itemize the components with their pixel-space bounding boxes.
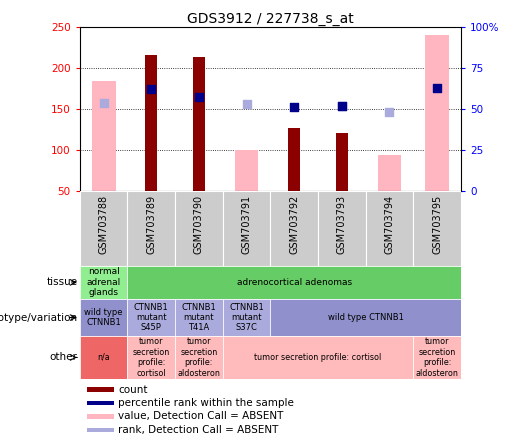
Bar: [88, 428, 114, 432]
Bar: [193, 57, 205, 191]
Point: [243, 100, 251, 107]
Text: wild type CTNNB1: wild type CTNNB1: [328, 313, 404, 322]
Bar: [270, 299, 461, 337]
Bar: [175, 299, 222, 337]
Text: GSM703791: GSM703791: [242, 194, 251, 254]
Text: GSM703789: GSM703789: [146, 194, 156, 254]
Title: GDS3912 / 227738_s_at: GDS3912 / 227738_s_at: [187, 12, 354, 26]
Point: [290, 103, 298, 111]
Bar: [128, 299, 175, 337]
Text: tumor
secretion
profile:
aldosteron: tumor secretion profile: aldosteron: [178, 337, 220, 377]
Bar: [175, 191, 222, 266]
Text: wild type
CTNNB1: wild type CTNNB1: [84, 308, 123, 327]
Point: [433, 85, 441, 92]
Text: rank, Detection Call = ABSENT: rank, Detection Call = ABSENT: [118, 425, 278, 435]
Text: tumor secretion profile: cortisol: tumor secretion profile: cortisol: [254, 353, 382, 362]
Text: value, Detection Call = ABSENT: value, Detection Call = ABSENT: [118, 412, 283, 421]
Bar: [80, 266, 128, 299]
Bar: [128, 266, 461, 299]
Bar: [222, 299, 270, 337]
Bar: [235, 150, 259, 191]
Bar: [366, 191, 413, 266]
Bar: [88, 388, 114, 392]
Text: count: count: [118, 385, 147, 395]
Text: GSM703788: GSM703788: [99, 194, 109, 254]
Bar: [222, 337, 413, 379]
Bar: [222, 191, 270, 266]
Text: GSM703792: GSM703792: [289, 194, 299, 254]
Bar: [88, 401, 114, 405]
Bar: [270, 191, 318, 266]
Bar: [80, 191, 128, 266]
Text: normal
adrenal
glands: normal adrenal glands: [87, 267, 121, 297]
Text: GSM703794: GSM703794: [385, 194, 394, 254]
Bar: [413, 337, 461, 379]
Text: adrenocortical adenomas: adrenocortical adenomas: [236, 278, 352, 287]
Point: [195, 94, 203, 101]
Point: [338, 103, 346, 110]
Bar: [377, 155, 401, 191]
Point: [99, 99, 108, 107]
Text: GSM703795: GSM703795: [432, 194, 442, 254]
Text: CTNNB1
mutant
S45P: CTNNB1 mutant S45P: [134, 303, 168, 333]
Bar: [128, 337, 175, 379]
Bar: [80, 299, 128, 337]
Text: tumor
secretion
profile:
cortisol: tumor secretion profile: cortisol: [133, 337, 170, 377]
Text: GSM703793: GSM703793: [337, 194, 347, 254]
Bar: [288, 127, 300, 191]
Text: CTNNB1
mutant
S37C: CTNNB1 mutant S37C: [229, 303, 264, 333]
Text: percentile rank within the sample: percentile rank within the sample: [118, 398, 294, 408]
Text: CTNNB1
mutant
T41A: CTNNB1 mutant T41A: [182, 303, 216, 333]
Bar: [336, 133, 348, 191]
Text: GSM703790: GSM703790: [194, 194, 204, 254]
Text: n/a: n/a: [97, 353, 110, 362]
Bar: [425, 35, 449, 191]
Point: [147, 86, 156, 93]
Text: other: other: [49, 353, 77, 362]
Bar: [175, 337, 222, 379]
Bar: [145, 55, 157, 191]
Bar: [80, 337, 128, 379]
Point: [338, 103, 346, 110]
Bar: [128, 191, 175, 266]
Text: tissue: tissue: [46, 278, 77, 287]
Bar: [413, 191, 461, 266]
Bar: [92, 81, 115, 191]
Text: tumor
secretion
profile:
aldosteron: tumor secretion profile: aldosteron: [416, 337, 458, 377]
Point: [385, 108, 393, 115]
Bar: [88, 414, 114, 419]
Text: genotype/variation: genotype/variation: [0, 313, 77, 322]
Bar: [318, 191, 366, 266]
